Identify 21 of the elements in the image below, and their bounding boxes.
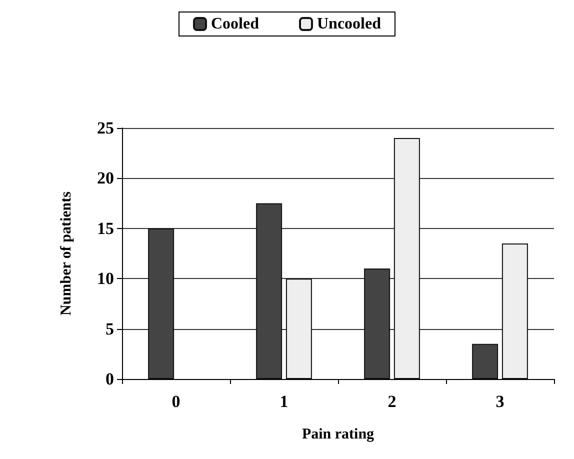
y-tick-label: 15	[97, 218, 114, 238]
y-tick-label: 25	[97, 118, 114, 138]
y-tick-label: 5	[106, 319, 114, 338]
y-axis-title: Number of patients	[58, 191, 74, 316]
bar	[256, 203, 282, 379]
bar	[364, 268, 390, 379]
legend-label: Uncooled	[317, 16, 382, 32]
y-tick-label: 20	[97, 168, 114, 188]
bar	[148, 228, 174, 379]
legend-label: Cooled	[211, 16, 260, 32]
x-axis-title: Pain rating	[302, 426, 375, 442]
y-tick-label: 0	[106, 370, 114, 388]
y-tick-label: 10	[97, 269, 114, 288]
x-tick-label: 3	[496, 392, 504, 411]
x-tick-label: 1	[280, 392, 288, 411]
bar	[286, 278, 312, 379]
bar	[472, 344, 498, 379]
bar	[502, 243, 528, 379]
bar	[394, 138, 420, 379]
x-tick-label: 2	[388, 392, 396, 411]
x-tick-label: 0	[172, 392, 180, 411]
